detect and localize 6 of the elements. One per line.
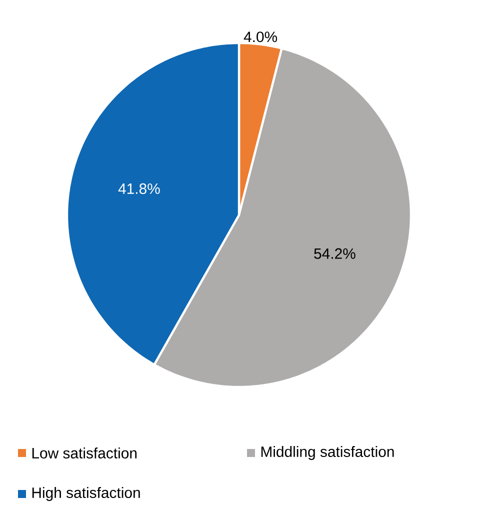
legend-label: Low satisfaction — [32, 448, 137, 458]
data-label: 4.0% — [244, 32, 278, 42]
legend-label: High satisfaction — [32, 487, 140, 501]
legend-label: Middling satisfaction — [261, 446, 394, 460]
data-label: 41.8% — [118, 183, 160, 194]
data-label: 54.2% — [314, 248, 356, 259]
